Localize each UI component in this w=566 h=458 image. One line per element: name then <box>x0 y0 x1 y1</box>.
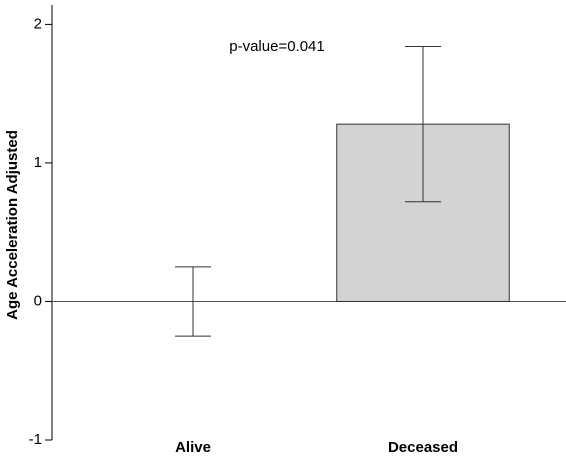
error-bar <box>405 46 441 203</box>
y-axis-label: Age Acceleration Adjusted <box>4 130 21 320</box>
y-tick-label: 0 <box>34 292 42 309</box>
y-tick-label: 2 <box>34 15 42 32</box>
error-bar <box>175 266 211 337</box>
x-tick-label: Deceased <box>388 439 458 456</box>
y-tick-label: -1 <box>29 431 42 448</box>
y-tick-label: 1 <box>34 154 42 171</box>
annotation: p-value=0.041 <box>229 38 325 55</box>
x-tick-label: Alive <box>175 439 211 456</box>
